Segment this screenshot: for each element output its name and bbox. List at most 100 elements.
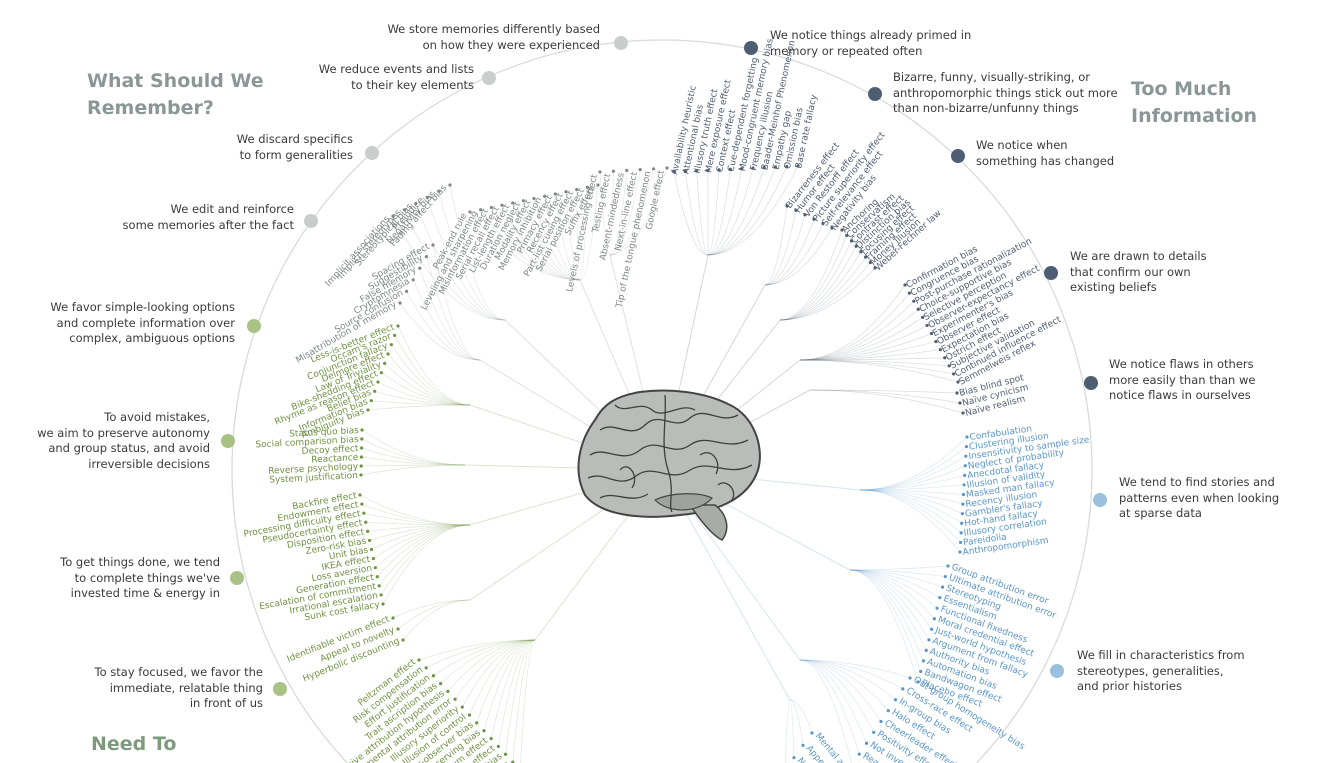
bias-node xyxy=(924,648,928,652)
branch-line xyxy=(799,325,928,361)
bias-node xyxy=(963,473,967,477)
category-dot-done xyxy=(230,571,244,585)
bias-node xyxy=(652,167,656,171)
bias-node xyxy=(375,575,379,579)
branch-line xyxy=(544,196,581,281)
brain-fold xyxy=(599,493,649,499)
bias-label: Decoy effect xyxy=(301,444,359,457)
bias-node xyxy=(379,371,383,375)
branch-line xyxy=(391,344,471,406)
branch-line xyxy=(433,639,536,677)
category-dot-simple xyxy=(247,319,261,333)
branch-line xyxy=(378,524,471,587)
bias-node xyxy=(532,196,536,201)
branch-line xyxy=(849,569,946,577)
branch-line xyxy=(432,244,481,361)
branch-line xyxy=(361,503,471,526)
brain-fold xyxy=(663,394,673,513)
bias-node xyxy=(901,687,905,691)
bias-node xyxy=(417,658,421,662)
bias-node xyxy=(849,239,854,243)
branch-line xyxy=(859,489,964,505)
branch-line xyxy=(397,325,471,406)
branch-line xyxy=(399,302,481,361)
branch-line xyxy=(779,246,857,321)
branch-line xyxy=(784,699,791,763)
branch-line xyxy=(789,699,795,758)
category-flaws-in-others: We notice flaws in others more easily th… xyxy=(1109,357,1256,403)
branch-line xyxy=(799,317,923,361)
branch-line xyxy=(799,341,937,361)
branch-line xyxy=(359,494,471,526)
branch-line xyxy=(707,167,765,256)
category-favor-simple: We favor simple-looking options and comp… xyxy=(50,300,235,346)
brain-fold xyxy=(599,412,739,432)
bias-node xyxy=(965,435,969,439)
branch-line xyxy=(789,699,813,734)
branch-line xyxy=(369,524,471,541)
branch-line xyxy=(440,639,536,684)
branch-line xyxy=(380,524,471,596)
bias-node xyxy=(389,343,393,347)
bias-node xyxy=(683,169,687,174)
bias-node xyxy=(371,556,376,561)
brain-fold xyxy=(587,464,753,482)
branch-line xyxy=(360,464,466,476)
category-dot-store xyxy=(614,36,628,50)
branch-line xyxy=(447,639,536,692)
bias-node xyxy=(446,689,450,694)
branch-line xyxy=(480,209,581,281)
branch-line xyxy=(849,569,941,598)
bias-node xyxy=(916,307,920,311)
branch-line xyxy=(764,219,815,286)
bias-node xyxy=(425,195,429,199)
branch-line xyxy=(799,659,911,679)
bias-node xyxy=(951,372,956,376)
branch-line xyxy=(764,223,824,286)
bias-node xyxy=(448,183,452,187)
bias-node xyxy=(405,289,409,293)
bias-node xyxy=(424,666,428,670)
branch-line xyxy=(363,512,471,526)
bias-node xyxy=(625,168,629,172)
branch-line xyxy=(859,455,967,491)
outer-ring xyxy=(231,39,1093,763)
branch-line xyxy=(799,308,919,361)
branch-line xyxy=(404,209,506,321)
branch-line xyxy=(849,569,943,588)
branch-line xyxy=(554,193,581,281)
branch-line xyxy=(859,465,966,491)
branch-line xyxy=(799,349,941,361)
branch-line xyxy=(849,569,930,640)
category-edit-memories: We edit and reinforce some memories afte… xyxy=(122,202,294,232)
bias-label: Reactance xyxy=(311,453,359,465)
branch-line xyxy=(799,659,875,733)
bias-node xyxy=(596,183,600,187)
branch-line xyxy=(512,639,536,763)
bias-node xyxy=(773,165,778,169)
bias-node xyxy=(854,244,858,248)
branch-line xyxy=(426,639,536,669)
branch-line xyxy=(523,200,581,281)
bias-node xyxy=(916,680,920,684)
bias-node xyxy=(366,408,370,412)
branch-line xyxy=(375,524,471,568)
bias-node xyxy=(393,333,397,337)
bias-node xyxy=(401,638,405,642)
bias-node xyxy=(489,736,493,741)
category-dot-discard xyxy=(365,146,379,160)
bias-node xyxy=(424,255,428,259)
branch-line xyxy=(371,400,471,406)
quadrant-title-too-much-information: Too Much Information xyxy=(1131,78,1258,127)
bias-node xyxy=(460,705,464,709)
bias-node xyxy=(932,617,936,621)
bias-node xyxy=(958,540,963,545)
branch-line xyxy=(361,429,466,466)
bias-node xyxy=(960,521,964,525)
bias-node xyxy=(396,324,400,328)
bias-node xyxy=(921,315,925,319)
branch-line xyxy=(799,284,906,361)
bias-node xyxy=(575,187,579,192)
branch-line xyxy=(609,171,614,256)
